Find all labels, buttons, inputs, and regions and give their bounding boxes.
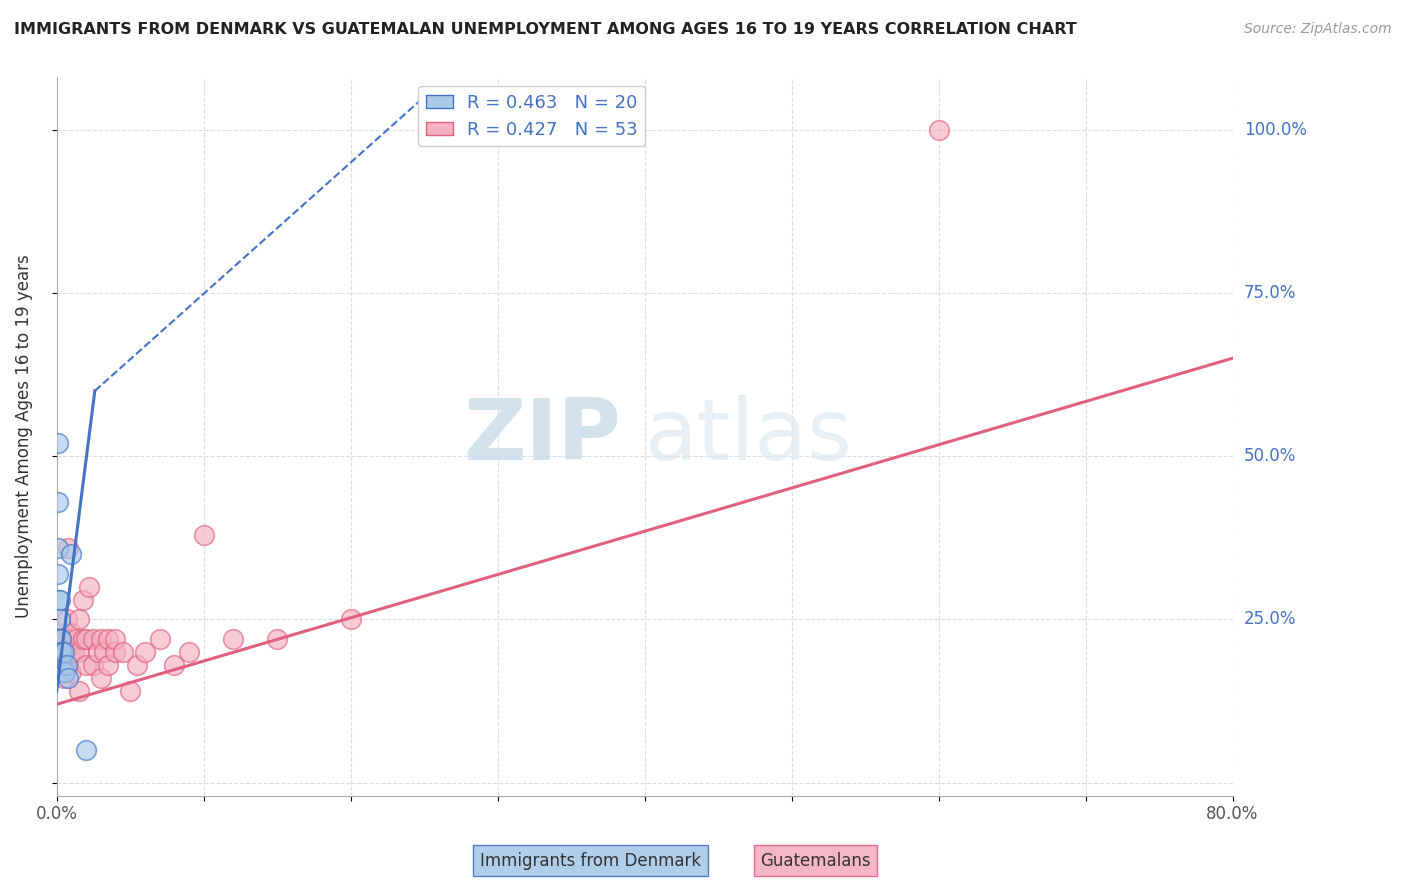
Point <box>60 625 83 640</box>
Point <box>148 632 170 646</box>
Point <box>49 632 72 646</box>
Point <box>75 632 97 646</box>
Point <box>72 632 94 646</box>
Point <box>55 665 77 679</box>
Point <box>82 632 104 646</box>
Point <box>90 632 112 646</box>
Point <box>56 612 79 626</box>
Text: Source: ZipAtlas.com: Source: ZipAtlas.com <box>1244 22 1392 37</box>
Point <box>222 632 245 646</box>
Text: IMMIGRANTS FROM DENMARK VS GUATEMALAN UNEMPLOYMENT AMONG AGES 16 TO 19 YEARS COR: IMMIGRANTS FROM DENMARK VS GUATEMALAN UN… <box>14 22 1077 37</box>
Text: atlas: atlas <box>644 395 852 478</box>
Point <box>97 632 120 646</box>
Point <box>104 632 127 646</box>
Point <box>67 645 90 659</box>
Point <box>49 632 72 646</box>
Point <box>58 632 80 646</box>
Point <box>82 658 104 673</box>
Point <box>67 612 90 626</box>
Point <box>58 658 80 673</box>
Point <box>63 645 86 659</box>
Point <box>120 684 142 698</box>
Point <box>75 658 97 673</box>
Point <box>65 632 87 646</box>
Point <box>49 645 72 659</box>
Point <box>48 566 70 581</box>
Point <box>339 612 361 626</box>
Point <box>52 671 75 685</box>
Y-axis label: Unemployment Among Ages 16 to 19 years: Unemployment Among Ages 16 to 19 years <box>15 255 32 618</box>
Point <box>163 658 186 673</box>
Point <box>48 612 70 626</box>
Point <box>55 658 77 673</box>
Point <box>46 541 69 555</box>
Text: 50.0%: 50.0% <box>1244 447 1296 466</box>
Text: Immigrants from Denmark: Immigrants from Denmark <box>479 852 702 870</box>
Point <box>177 645 200 659</box>
Point <box>60 547 83 561</box>
Point <box>48 592 70 607</box>
Point <box>52 645 75 659</box>
Point <box>51 632 73 646</box>
Point <box>51 658 73 673</box>
Point <box>93 645 115 659</box>
Point <box>58 541 80 555</box>
Point <box>52 665 75 679</box>
Point <box>46 645 69 659</box>
Point <box>87 645 110 659</box>
Text: 25.0%: 25.0% <box>1244 610 1296 629</box>
Point <box>49 658 72 673</box>
Point <box>51 658 73 673</box>
Point <box>49 658 72 673</box>
Point <box>59 645 82 659</box>
Point <box>58 671 80 685</box>
Point <box>56 645 79 659</box>
Point <box>75 743 97 757</box>
Point <box>52 645 75 659</box>
Legend: R = 0.463   N = 20, R = 0.427   N = 53: R = 0.463 N = 20, R = 0.427 N = 53 <box>419 87 645 146</box>
Point <box>77 580 100 594</box>
Point <box>60 665 83 679</box>
Point <box>55 632 77 646</box>
Point <box>56 658 79 673</box>
Point <box>104 645 127 659</box>
Point <box>90 671 112 685</box>
Point <box>97 658 120 673</box>
Point <box>46 436 69 450</box>
Point <box>111 645 134 659</box>
Point <box>46 658 69 673</box>
Point <box>67 684 90 698</box>
Point <box>49 645 72 659</box>
Point <box>193 527 215 541</box>
Point <box>134 645 156 659</box>
Point <box>46 495 69 509</box>
Text: ZIP: ZIP <box>464 395 621 478</box>
Point <box>48 645 70 659</box>
Point <box>51 645 73 659</box>
Point <box>48 592 70 607</box>
Point <box>48 632 70 646</box>
Point <box>48 665 70 679</box>
Text: Guatemalans: Guatemalans <box>761 852 870 870</box>
Point <box>127 658 149 673</box>
Point <box>266 632 288 646</box>
Point <box>928 122 950 136</box>
Text: 75.0%: 75.0% <box>1244 284 1296 301</box>
Point <box>72 592 94 607</box>
Text: 100.0%: 100.0% <box>1244 120 1306 138</box>
